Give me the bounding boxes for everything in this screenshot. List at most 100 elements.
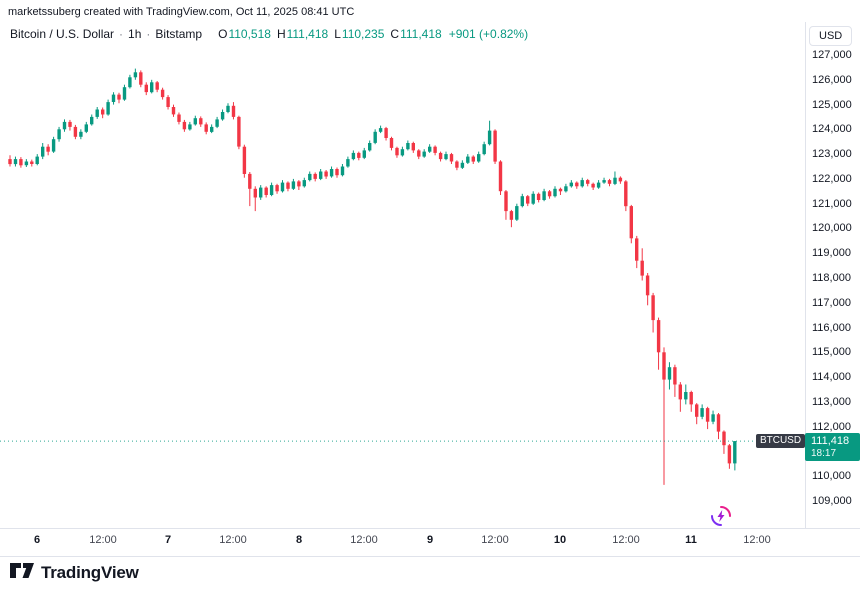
candle-body xyxy=(95,109,99,117)
candle-body xyxy=(733,441,737,464)
candle-body xyxy=(346,159,350,167)
candle-body xyxy=(122,87,127,100)
symbol-title[interactable]: Bitcoin / U.S. Dollar xyxy=(10,27,115,41)
candle-body xyxy=(340,166,345,176)
price-axis-label: 119,000 xyxy=(812,247,851,259)
footer-divider xyxy=(0,556,860,557)
candle-body xyxy=(624,181,628,207)
candle-body xyxy=(716,414,721,432)
candle-body xyxy=(395,147,399,156)
tradingview-logo-text[interactable]: TradingView xyxy=(41,563,139,582)
candle-body xyxy=(160,89,165,98)
candle-body xyxy=(384,128,388,138)
price-axis-label: 114,000 xyxy=(812,371,851,383)
price-axis-label: 120,000 xyxy=(812,222,852,234)
candle-body xyxy=(264,187,268,195)
time-axis-label: 12:00 xyxy=(481,534,509,546)
candlestick-chart-canvas[interactable] xyxy=(0,0,805,528)
candle-body xyxy=(711,414,715,422)
open-label: O xyxy=(218,27,228,41)
candle-body xyxy=(656,320,661,353)
candle-body xyxy=(695,404,699,417)
time-axis-label: 12:00 xyxy=(612,534,640,546)
price-axis-label: 113,000 xyxy=(812,396,851,408)
candle-body xyxy=(553,188,557,197)
price-axis-label: 125,000 xyxy=(812,99,852,111)
candle-body xyxy=(580,180,584,187)
boost-lightning-icon[interactable] xyxy=(710,505,732,527)
tradingview-logo-icon[interactable] xyxy=(10,563,34,583)
candle-body xyxy=(8,159,12,165)
candle-body xyxy=(705,408,710,422)
open-value: 110,518 xyxy=(228,27,271,41)
candle-body xyxy=(242,146,247,174)
price-axis-divider xyxy=(805,22,806,528)
candle-body xyxy=(618,177,623,182)
time-axis-label: 7 xyxy=(164,534,172,546)
candle-body xyxy=(90,116,94,125)
close-value: 111,418 xyxy=(400,27,442,41)
candle-body xyxy=(368,143,372,151)
time-axis-divider xyxy=(0,528,860,529)
candle-body xyxy=(564,186,568,192)
bar-countdown: 18:17 xyxy=(811,448,837,459)
candle-body xyxy=(204,124,208,132)
candle-body xyxy=(471,156,475,162)
exchange-label[interactable]: Bitstamp xyxy=(155,27,203,41)
attribution-text: marketssuberg created with TradingView.c… xyxy=(8,6,355,18)
price-axis-label: 110,000 xyxy=(812,470,851,482)
candle-body xyxy=(602,180,606,183)
candle-body xyxy=(144,84,148,93)
candle-body xyxy=(155,82,159,90)
candle-body xyxy=(509,211,514,220)
candle-body xyxy=(460,162,465,168)
interval-label[interactable]: 1h xyxy=(128,27,142,41)
candle-body xyxy=(319,171,323,179)
price-axis-label: 115,000 xyxy=(812,346,851,358)
candle-body xyxy=(13,159,18,165)
candle-body xyxy=(35,156,39,164)
price-axis-label: 126,000 xyxy=(812,74,852,86)
price-axis-label: 118,000 xyxy=(812,272,851,284)
candle-body xyxy=(101,109,105,115)
candle-body xyxy=(613,177,617,184)
candle-body xyxy=(199,118,203,125)
candle-body xyxy=(357,152,361,158)
ohlc-readout: O110,518 H111,418 L110,235 C111,418 xyxy=(212,27,442,41)
candle-body xyxy=(727,445,732,464)
symbol-price-label: BTCUSD xyxy=(756,434,805,448)
candle-body xyxy=(515,206,519,220)
candle-body xyxy=(498,161,503,192)
price-axis-label: 116,000 xyxy=(812,322,851,334)
candle-body xyxy=(41,146,45,157)
candle-body xyxy=(46,146,50,152)
footer-logo[interactable]: TradingView xyxy=(10,563,139,583)
candle-body xyxy=(373,131,377,143)
candle-body xyxy=(248,173,252,189)
candle-body xyxy=(57,129,61,140)
candle-body xyxy=(629,206,633,239)
time-axis-label: 10 xyxy=(553,534,567,546)
candle-body xyxy=(493,130,497,162)
change-percent: +901 (+0.82%) xyxy=(448,27,529,41)
candle-body xyxy=(678,384,682,400)
candle-body xyxy=(62,121,67,130)
candle-body xyxy=(73,126,78,137)
candle-body xyxy=(536,193,541,200)
candle-body xyxy=(150,82,154,93)
candle-body xyxy=(259,187,263,198)
candle-body xyxy=(111,94,116,102)
candle-body xyxy=(329,169,334,177)
candle-body xyxy=(455,161,459,168)
candle-body xyxy=(482,144,486,155)
candle-body xyxy=(520,196,524,207)
price-axis-label: 124,000 xyxy=(812,123,852,135)
candle-body xyxy=(526,196,530,204)
candle-body xyxy=(558,188,563,192)
candle-body xyxy=(275,185,279,192)
chart-legend: Bitcoin / U.S. Dollar · 1h · Bitstamp O1… xyxy=(10,27,528,41)
time-axis-label: 12:00 xyxy=(350,534,378,546)
candle-body xyxy=(335,169,339,176)
candle-body xyxy=(188,124,192,130)
